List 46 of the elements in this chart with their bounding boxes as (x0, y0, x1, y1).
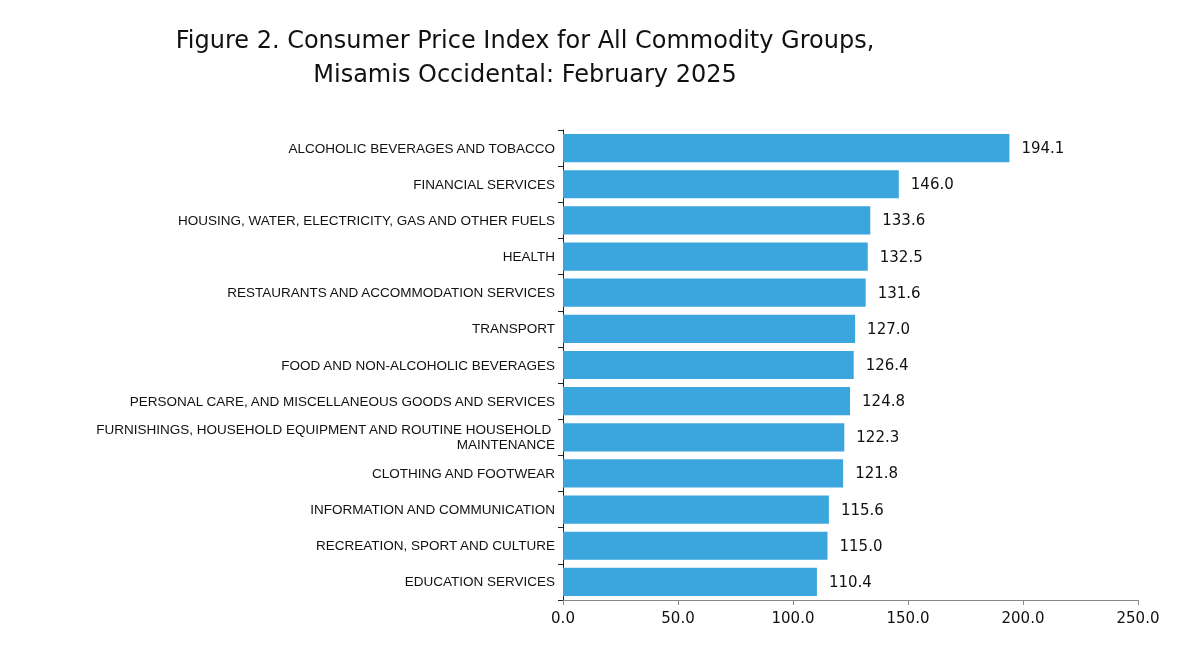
y-tick-label: FOOD AND NON-ALCOHOLIC BEVERAGES (281, 357, 555, 373)
data-label: 132.5 (879, 247, 923, 266)
bar (563, 495, 829, 524)
bar (563, 242, 868, 271)
x-tick-label: 50.0 (661, 608, 695, 627)
y-tick-label: HOUSING, WATER, ELECTRICITY, GAS AND OTHER FUELS (177, 212, 555, 228)
data-label: 115.0 (839, 536, 883, 555)
x-tick-label: 250.0 (1116, 608, 1160, 627)
y-tick-label: ALCOHOLIC BEVERAGES AND TOBACCO (288, 140, 555, 156)
data-label: 121.8 (855, 464, 899, 483)
bar (563, 314, 856, 343)
y-tick-label: FURNISHINGS, HOUSEHOLD EQUIPMENT AND ROUTINE HOUSEHOLD MAINTENANCE (96, 422, 555, 453)
y-tick-label: TRANSPORT (471, 321, 555, 337)
y-tick-label: RESTAURANTS AND ACCOMMODATION SERVICES (227, 285, 555, 301)
x-tick-label: 0.0 (551, 608, 575, 627)
data-label: 126.4 (865, 356, 909, 374)
x-tick-label: 200.0 (1001, 608, 1045, 627)
y-tick-label: PERSONAL CARE, AND MISCELLANEOUS GOODS AND SERVICES (129, 393, 555, 409)
y-tick-label: EDUCATION SERVICES (404, 574, 555, 590)
y-tick-label: RECREATION, SPORT AND CULTURE (315, 538, 555, 554)
chart-title: Figure 2. Consumer Price Index for All Commodity Groups, Misamis Occidental: February 2025 (175, 26, 875, 88)
x-tick-label: 150.0 (886, 608, 930, 627)
data-label: 122.3 (856, 428, 900, 447)
bar (563, 350, 854, 380)
bar (563, 387, 851, 416)
data-label: 133.6 (882, 211, 926, 230)
data-label: 115.6 (840, 500, 884, 519)
bar (563, 278, 866, 307)
data-label: 131.6 (877, 283, 921, 302)
y-tick-label: FINANCIAL SERVICES (413, 176, 555, 192)
bar (563, 206, 871, 235)
data-label: 194.1 (1021, 139, 1065, 158)
y-tick-label: INFORMATION AND COMMUNICATION (310, 502, 555, 518)
bar (563, 531, 828, 560)
x-tick-label: 100.0 (771, 608, 815, 627)
bar (563, 567, 817, 597)
y-tick-label: HEALTH (502, 249, 555, 265)
data-label: 124.8 (862, 392, 905, 411)
data-label: 146.0 (910, 175, 954, 194)
bar (563, 133, 1010, 163)
bar (563, 423, 845, 452)
y-tick-label: CLOTHING AND FOOTWEAR (371, 465, 556, 481)
data-label: 127.0 (867, 319, 911, 338)
bar (563, 459, 844, 488)
bar (563, 170, 899, 199)
data-label: 110.4 (828, 572, 872, 591)
